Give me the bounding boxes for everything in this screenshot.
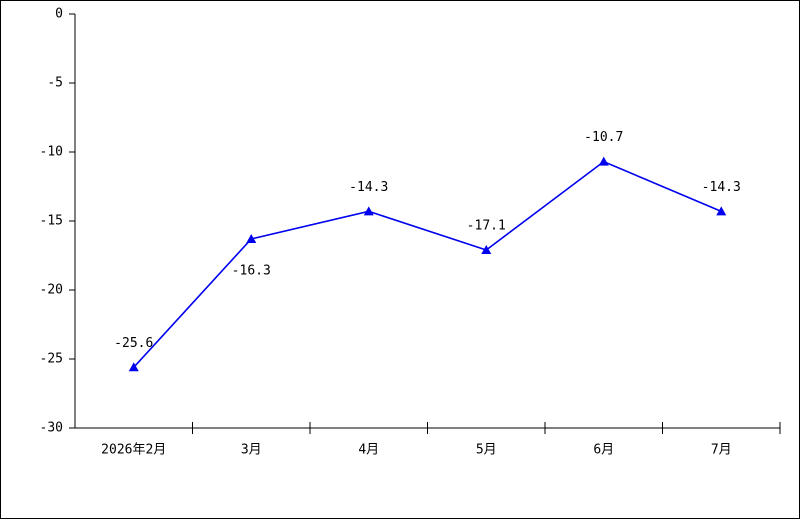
data-label: -16.3 xyxy=(232,263,271,278)
x-tick-label: 6月 xyxy=(593,443,614,458)
x-tick-label: 3月 xyxy=(241,443,262,458)
data-label: -14.3 xyxy=(702,180,741,195)
line xyxy=(133,160,722,368)
x-tick-label: 7月 xyxy=(711,443,732,458)
data-label: -25.6 xyxy=(114,336,153,351)
marker xyxy=(716,206,727,216)
data-label: -17.1 xyxy=(467,218,506,233)
marker xyxy=(598,156,609,166)
marker xyxy=(481,244,492,254)
y-tick-label: 0 xyxy=(55,7,63,22)
marker xyxy=(246,233,257,243)
x-tick-label: 5月 xyxy=(476,443,497,458)
data-label: -14.3 xyxy=(349,180,388,195)
x-tick-label: 2026年2月 xyxy=(101,443,166,458)
marker xyxy=(363,206,374,216)
y-tick-label: -20 xyxy=(40,283,63,298)
y-tick-label: -30 xyxy=(40,421,63,436)
x-tick-label: 4月 xyxy=(358,443,379,458)
marker xyxy=(128,362,139,372)
data-label: -10.7 xyxy=(584,130,623,145)
y-tick-label: -25 xyxy=(40,352,63,367)
y-tick-label: -15 xyxy=(40,214,63,229)
y-tick-label: -10 xyxy=(40,145,63,160)
y-tick-label: -5 xyxy=(47,76,63,91)
